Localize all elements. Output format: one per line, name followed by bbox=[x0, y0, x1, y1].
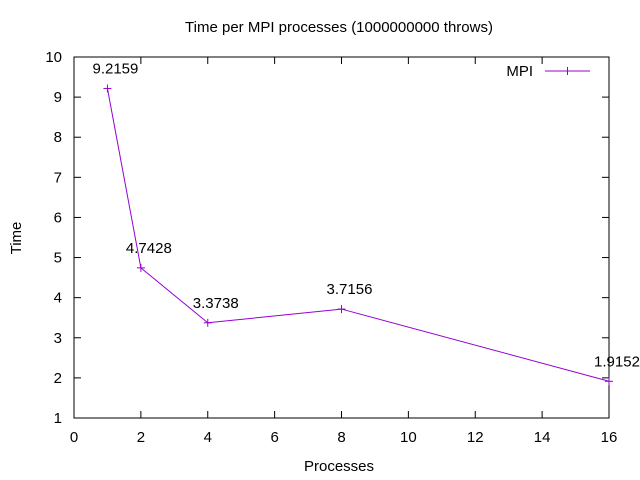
data-point bbox=[203, 318, 212, 327]
data-label: 9.2159 bbox=[92, 60, 138, 77]
x-tick-label: 2 bbox=[137, 429, 145, 446]
x-tick-label: 6 bbox=[270, 429, 278, 446]
y-tick-label: 8 bbox=[54, 129, 62, 146]
y-tick-label: 9 bbox=[54, 89, 62, 106]
data-labels: 9.2159 4.7428 3.3738 3.7156 1.9152 bbox=[92, 60, 639, 370]
data-label: 3.7156 bbox=[327, 281, 373, 298]
y-tick-label: 2 bbox=[54, 370, 62, 387]
series-line-mpi bbox=[106, 88, 610, 382]
y-tick-label: 5 bbox=[54, 250, 62, 267]
x-tick-label: 12 bbox=[467, 429, 484, 446]
chart-title: Time per MPI processes (1000000000 throw… bbox=[185, 19, 493, 36]
x-tick-label: 16 bbox=[601, 429, 618, 446]
y-tick-label: 10 bbox=[45, 49, 62, 66]
x-tick-label: 0 bbox=[70, 429, 78, 446]
x-axis: 0 2 4 6 8 10 12 14 16 bbox=[70, 57, 618, 446]
x-axis-label: Processes bbox=[304, 458, 374, 475]
data-point bbox=[337, 305, 346, 314]
series-layer bbox=[103, 84, 613, 386]
x-tick-label: 8 bbox=[337, 429, 345, 446]
y-tick-label: 4 bbox=[54, 290, 62, 307]
x-tick-label: 14 bbox=[534, 429, 551, 446]
data-point bbox=[103, 84, 112, 93]
data-label: 3.3738 bbox=[193, 295, 239, 312]
y-tick-label: 1 bbox=[54, 410, 62, 427]
data-point bbox=[136, 263, 145, 272]
y-axis-label: Time bbox=[8, 222, 25, 255]
legend: MPI bbox=[506, 63, 590, 80]
data-point bbox=[605, 377, 613, 386]
x-tick-label: 10 bbox=[400, 429, 417, 446]
legend-label: MPI bbox=[506, 63, 533, 80]
data-label: 1.9152 bbox=[594, 353, 640, 370]
legend-marker bbox=[563, 67, 572, 75]
y-tick-label: 3 bbox=[54, 330, 62, 347]
plot-frame bbox=[73, 56, 610, 419]
y-tick-label: 6 bbox=[54, 209, 62, 226]
x-tick-label: 4 bbox=[204, 429, 212, 446]
data-label: 4.7428 bbox=[126, 240, 172, 257]
y-tick-label: 7 bbox=[54, 169, 62, 186]
y-axis: 1 2 3 4 5 6 7 8 9 10 bbox=[45, 49, 609, 427]
